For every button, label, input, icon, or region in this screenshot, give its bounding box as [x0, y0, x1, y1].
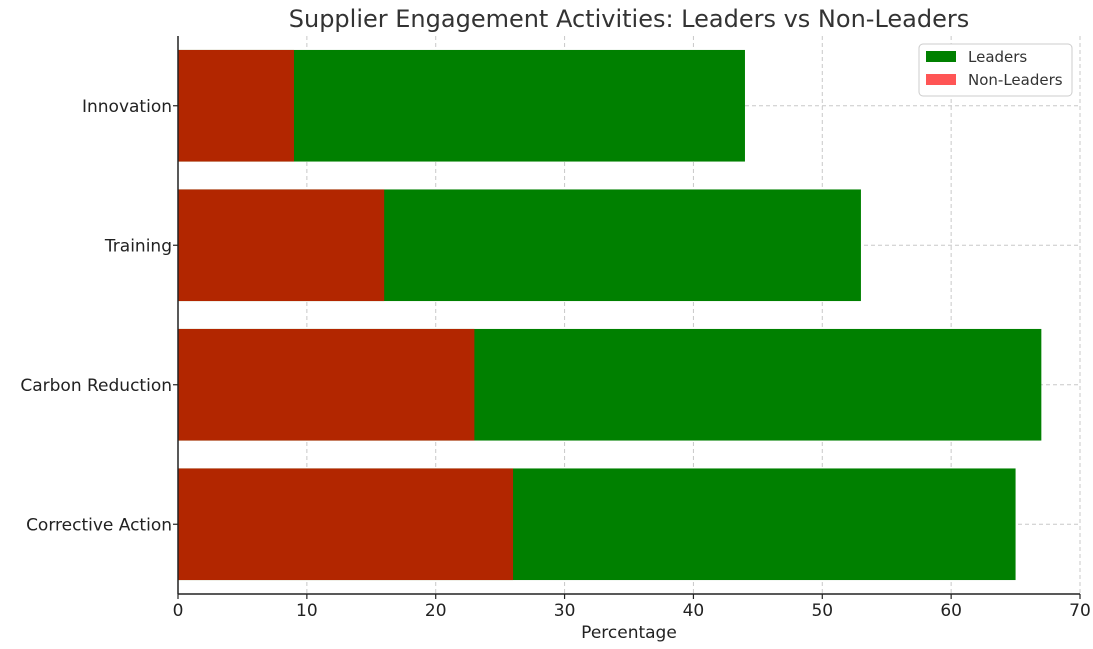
- bars: [178, 49, 1042, 581]
- bar-non-leaders-training: [178, 189, 385, 302]
- x-tick-label: 60: [940, 601, 962, 621]
- x-axis-label: Percentage: [581, 623, 677, 643]
- x-tick-label: 20: [425, 601, 447, 621]
- legend-swatch-non-leaders: [926, 74, 956, 85]
- chart-title: Supplier Engagement Activities: Leaders …: [289, 5, 969, 33]
- legend-swatch-leaders: [926, 51, 956, 62]
- axes: [177, 36, 1080, 595]
- y-tick-label-carbon-reduction: Carbon Reduction: [20, 376, 172, 396]
- x-tick-label: 10: [296, 601, 318, 621]
- bar-non-leaders-innovation: [178, 49, 294, 162]
- y-tick-label-training: Training: [104, 236, 172, 256]
- legend-frame: [918, 43, 1073, 97]
- x-tick-label: 70: [1069, 601, 1091, 621]
- x-tick-label: 40: [683, 601, 705, 621]
- x-tick-label: 50: [811, 601, 833, 621]
- ticks: 0 10 20 30 40 50 60 70 Corrective Action Carbon R…: [20, 97, 1090, 621]
- x-tick-label: 30: [554, 601, 576, 621]
- legend-label-non-leaders: Non-Leaders: [968, 71, 1063, 89]
- bar-non-leaders-carbon-reduction: [178, 328, 475, 441]
- x-tick-label: 0: [173, 601, 184, 621]
- y-tick-label-innovation: Innovation: [82, 97, 172, 117]
- legend-label-leaders: Leaders: [968, 48, 1027, 66]
- y-tick-label-corrective-action: Corrective Action: [26, 515, 172, 535]
- legend: Leaders Non-Leaders: [918, 43, 1073, 97]
- bar-non-leaders-corrective-action: [178, 468, 514, 581]
